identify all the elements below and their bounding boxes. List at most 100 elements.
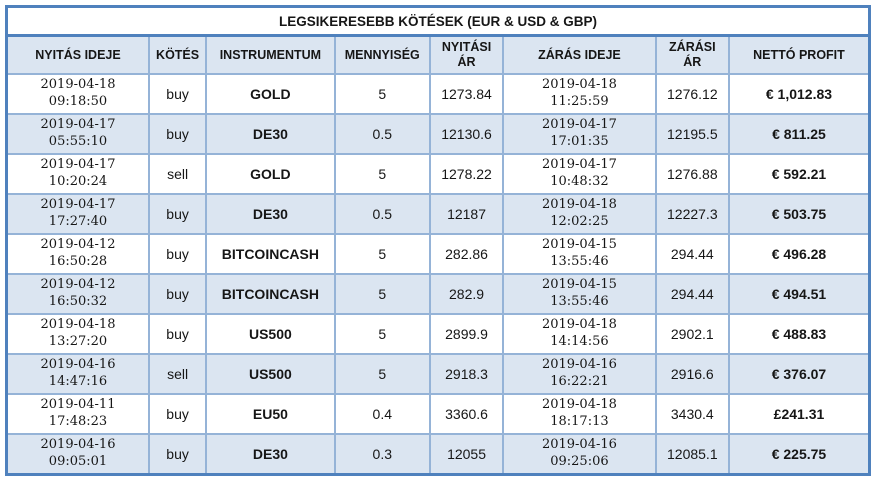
- column-header-close-price: ZÁRÁSI ÁR: [654, 34, 730, 75]
- open-time-cell: 2019-04-16 09:05:01: [5, 433, 150, 476]
- open-price-cell: 2899.9: [428, 313, 505, 355]
- side-cell: sell: [147, 153, 208, 195]
- close-price-cell: 2902.1: [654, 313, 730, 355]
- table-row: 2019-04-17 17:27:40 buy DE30 0.5 12187 2…: [5, 193, 871, 235]
- instrument-cell: GOLD: [205, 73, 336, 115]
- instrument-cell: EU50: [205, 393, 336, 435]
- close-price-cell: 3430.4: [654, 393, 730, 435]
- profit-cell: € 503.75: [727, 193, 871, 235]
- trades-report: LEGSIKERESEBB KÖTÉSEK (EUR & USD & GBP) …: [5, 5, 871, 476]
- open-price-cell: 282.9: [428, 273, 505, 315]
- profit-cell: € 494.51: [727, 273, 871, 315]
- open-price-cell: 12187: [428, 193, 505, 235]
- close-price-cell: 294.44: [654, 273, 730, 315]
- close-price-cell: 1276.12: [654, 73, 730, 115]
- quantity-cell: 5: [333, 73, 431, 115]
- close-time-cell: 2019-04-18 11:25:59: [502, 73, 657, 115]
- close-price-cell: 1276.88: [654, 153, 730, 195]
- column-header-instrument: INSTRUMENTUM: [205, 34, 336, 75]
- open-price-cell: 3360.6: [428, 393, 505, 435]
- close-time-cell: 2019-04-15 13:55:46: [502, 233, 657, 275]
- column-header-side: KÖTÉS: [147, 34, 208, 75]
- quantity-cell: 5: [333, 233, 431, 275]
- close-price-cell: 12195.5: [654, 113, 730, 155]
- table-row: 2019-04-16 09:05:01 buy DE30 0.3 12055 2…: [5, 433, 871, 476]
- open-time-cell: 2019-04-18 13:27:20: [5, 313, 150, 355]
- instrument-cell: US500: [205, 313, 336, 355]
- close-price-cell: 12085.1: [654, 433, 730, 476]
- profit-cell: € 488.83: [727, 313, 871, 355]
- instrument-cell: BITCOINCASH: [205, 273, 336, 315]
- profit-cell: € 376.07: [727, 353, 871, 395]
- table-row: 2019-04-12 16:50:28 buy BITCOINCASH 5 28…: [5, 233, 871, 275]
- open-time-cell: 2019-04-18 09:18:50: [5, 73, 150, 115]
- profit-cell: € 811.25: [727, 113, 871, 155]
- table-row: 2019-04-12 16:50:32 buy BITCOINCASH 5 28…: [5, 273, 871, 315]
- side-cell: buy: [147, 313, 208, 355]
- instrument-cell: DE30: [205, 113, 336, 155]
- profit-cell: € 225.75: [727, 433, 871, 476]
- header-row: NYITÁS IDEJE KÖTÉS INSTRUMENTUM MENNYISÉ…: [5, 34, 871, 75]
- profit-cell: £241.31: [727, 393, 871, 435]
- instrument-cell: DE30: [205, 193, 336, 235]
- close-time-cell: 2019-04-18 18:17:13: [502, 393, 657, 435]
- quantity-cell: 0.5: [333, 193, 431, 235]
- side-cell: buy: [147, 193, 208, 235]
- side-cell: buy: [147, 233, 208, 275]
- open-time-cell: 2019-04-16 14:47:16: [5, 353, 150, 395]
- side-cell: buy: [147, 113, 208, 155]
- instrument-cell: US500: [205, 353, 336, 395]
- close-price-cell: 294.44: [654, 233, 730, 275]
- open-price-cell: 1273.84: [428, 73, 505, 115]
- close-time-cell: 2019-04-17 17:01:35: [502, 113, 657, 155]
- quantity-cell: 5: [333, 353, 431, 395]
- instrument-cell: BITCOINCASH: [205, 233, 336, 275]
- side-cell: buy: [147, 73, 208, 115]
- table-row: 2019-04-16 14:47:16 sell US500 5 2918.3 …: [5, 353, 871, 395]
- open-price-cell: 12130.6: [428, 113, 505, 155]
- profit-cell: € 592.21: [727, 153, 871, 195]
- column-header-net-profit: NETTÓ PROFIT: [727, 34, 871, 75]
- open-time-cell: 2019-04-12 16:50:32: [5, 273, 150, 315]
- close-price-cell: 12227.3: [654, 193, 730, 235]
- close-time-cell: 2019-04-18 14:14:56: [502, 313, 657, 355]
- side-cell: sell: [147, 353, 208, 395]
- side-cell: buy: [147, 393, 208, 435]
- trades-table: LEGSIKERESEBB KÖTÉSEK (EUR & USD & GBP) …: [5, 5, 871, 476]
- table-row: 2019-04-18 09:18:50 buy GOLD 5 1273.84 2…: [5, 73, 871, 115]
- instrument-cell: DE30: [205, 433, 336, 476]
- table-row: 2019-04-17 05:55:10 buy DE30 0.5 12130.6…: [5, 113, 871, 155]
- report-title: LEGSIKERESEBB KÖTÉSEK (EUR & USD & GBP): [5, 5, 871, 37]
- profit-cell: € 1,012.83: [727, 73, 871, 115]
- close-time-cell: 2019-04-17 10:48:32: [502, 153, 657, 195]
- quantity-cell: 0.3: [333, 433, 431, 476]
- open-time-cell: 2019-04-12 16:50:28: [5, 233, 150, 275]
- quantity-cell: 5: [333, 153, 431, 195]
- open-time-cell: 2019-04-17 17:27:40: [5, 193, 150, 235]
- close-time-cell: 2019-04-16 09:25:06: [502, 433, 657, 476]
- profit-cell: € 496.28: [727, 233, 871, 275]
- table-row: 2019-04-17 10:20:24 sell GOLD 5 1278.22 …: [5, 153, 871, 195]
- open-price-cell: 1278.22: [428, 153, 505, 195]
- close-time-cell: 2019-04-15 13:55:46: [502, 273, 657, 315]
- table-body: 2019-04-18 09:18:50 buy GOLD 5 1273.84 2…: [5, 73, 871, 476]
- open-price-cell: 2918.3: [428, 353, 505, 395]
- quantity-cell: 0.5: [333, 113, 431, 155]
- quantity-cell: 5: [333, 313, 431, 355]
- instrument-cell: GOLD: [205, 153, 336, 195]
- table-row: 2019-04-11 17:48:23 buy EU50 0.4 3360.6 …: [5, 393, 871, 435]
- open-time-cell: 2019-04-17 05:55:10: [5, 113, 150, 155]
- open-price-cell: 12055: [428, 433, 505, 476]
- open-price-cell: 282.86: [428, 233, 505, 275]
- table-row: 2019-04-18 13:27:20 buy US500 5 2899.9 2…: [5, 313, 871, 355]
- column-header-close-time: ZÁRÁS IDEJE: [502, 34, 657, 75]
- side-cell: buy: [147, 273, 208, 315]
- side-cell: buy: [147, 433, 208, 476]
- column-header-open-price: NYITÁSI ÁR: [428, 34, 505, 75]
- title-row: LEGSIKERESEBB KÖTÉSEK (EUR & USD & GBP): [5, 5, 871, 37]
- column-header-open-time: NYITÁS IDEJE: [5, 34, 150, 75]
- close-price-cell: 2916.6: [654, 353, 730, 395]
- close-time-cell: 2019-04-18 12:02:25: [502, 193, 657, 235]
- column-header-quantity: MENNYISÉG: [333, 34, 431, 75]
- quantity-cell: 5: [333, 273, 431, 315]
